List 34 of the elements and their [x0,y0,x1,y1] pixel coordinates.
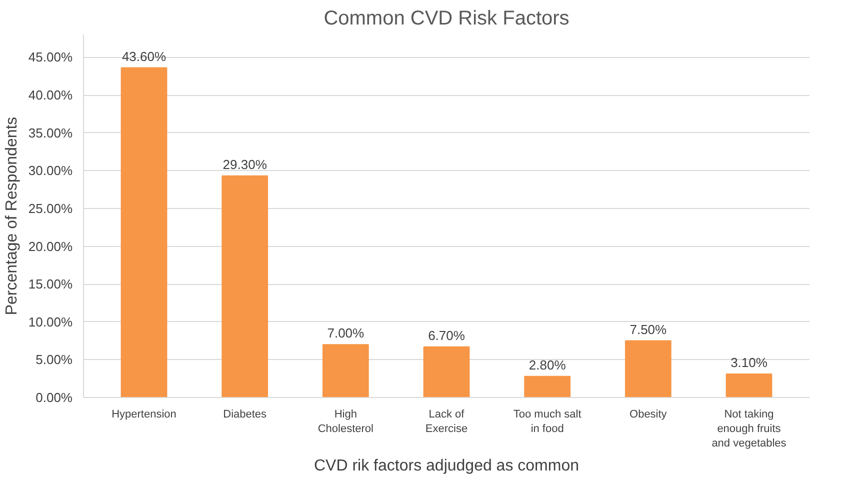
x-tick-label: Lack of Exercise [425,408,468,435]
y-tick-label: 5.00% [36,352,73,368]
chart-title: Common CVD Risk Factors [324,8,570,30]
y-tick-label: 30.00% [28,163,73,178]
bar [726,374,772,398]
data-label: 7.50% [630,322,668,337]
data-label: 43.60% [122,48,166,64]
data-label: 29.30% [222,156,268,172]
bar [120,67,168,398]
x-tick-label: Not taking enough fruits and vegetables [712,408,787,450]
bar [524,376,571,398]
data-label: 6.70% [428,328,466,343]
y-tick-label: 25.00% [28,200,73,216]
y-axis-title: Percentage of Respondents [3,116,20,316]
y-tick-label: 15.00% [28,276,73,292]
x-tick-label: Diabetes [223,408,268,420]
bar [322,344,369,398]
data-label: 7.00% [327,326,365,341]
x-tick-label: Obesity [630,408,668,420]
bar [624,340,672,398]
bar [222,175,268,398]
y-tick-label: 0.00% [36,390,73,405]
y-tick-label: 10.00% [28,314,73,330]
x-tick-label: High Cholesterol [318,408,374,435]
y-tick-label: 40.00% [28,88,73,102]
x-axis-title: CVD rik factors adjudged as common [314,457,579,474]
x-tick-label: Too much salt in food [513,408,582,435]
data-label: 3.10% [730,355,768,370]
y-tick-label: 20.00% [28,238,73,254]
data-label: 2.80% [528,357,566,372]
x-tick-label: Hypertension [112,408,176,420]
y-tick-label: 45.00% [28,50,73,65]
bar [423,346,470,398]
y-tick-label: 35.00% [28,125,73,140]
